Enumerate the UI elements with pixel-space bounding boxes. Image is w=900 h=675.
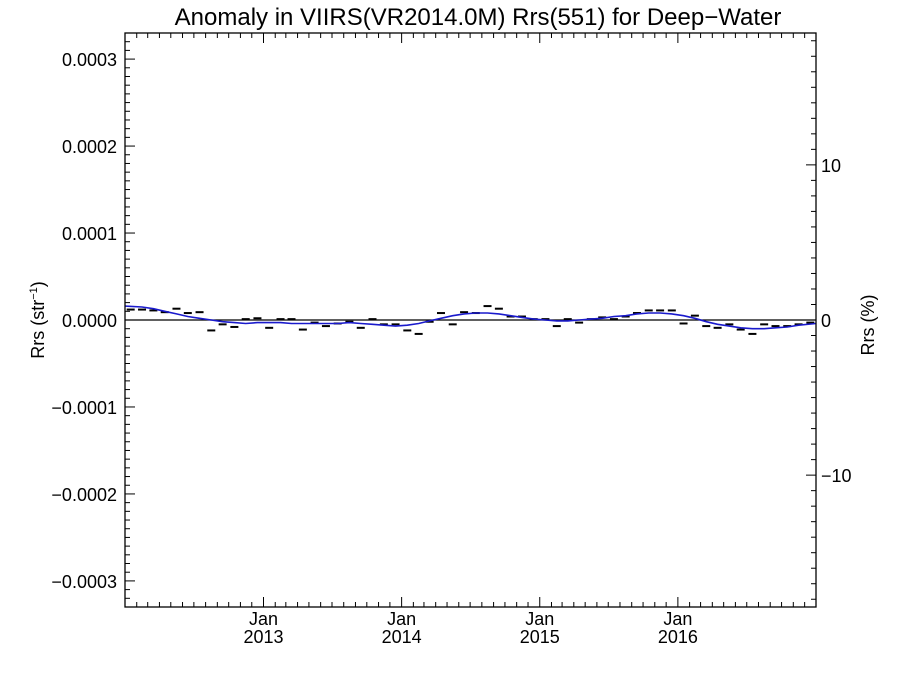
- x-tick-label-year: 2014: [382, 627, 422, 647]
- x-tick-label-month: Jan: [525, 609, 554, 629]
- x-tick-label-month: Jan: [387, 609, 416, 629]
- x-tick-label-month: Jan: [249, 609, 278, 629]
- y-tick-label-right: −10: [821, 466, 852, 486]
- y-tick-label-left: 0.0002: [62, 137, 117, 157]
- y-axis-label-left-close: ): [28, 281, 48, 287]
- y-tick-label-left: −0.0002: [51, 485, 117, 505]
- y-tick-label-left: 0.0001: [62, 224, 117, 244]
- plot-frame: [124, 32, 817, 608]
- y-tick-label-left: 0.0000: [62, 311, 117, 331]
- x-tick-label-year: 2013: [243, 627, 283, 647]
- y-axis-label-left: Rrs (str−1): [28, 281, 48, 359]
- x-tick-label-year: 2015: [520, 627, 560, 647]
- y-axis-label-left-text: Rrs (str: [28, 300, 48, 359]
- y-axis-label-right: Rrs (%): [858, 295, 878, 356]
- chart-title: Anomaly in VIIRS(VR2014.0M) Rrs(551) for…: [175, 4, 782, 31]
- y-axis-label-left-superscript: −1: [28, 287, 40, 300]
- x-tick-label-year: 2016: [658, 627, 698, 647]
- y-tick-label-left: −0.0001: [51, 398, 117, 418]
- y-tick-label-left: −0.0003: [51, 572, 117, 592]
- y-tick-label-right: 0: [821, 311, 831, 331]
- y-tick-label-right: 10: [821, 156, 841, 176]
- y-tick-label-left: 0.0003: [62, 50, 117, 70]
- smoothed-trend-line: [124, 305, 817, 330]
- x-tick-label-month: Jan: [663, 609, 692, 629]
